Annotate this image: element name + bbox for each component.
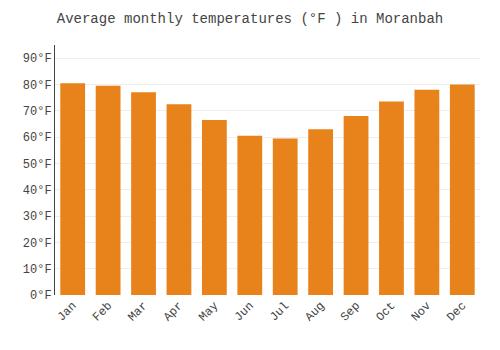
- svg-text:Dec: Dec: [444, 299, 469, 324]
- svg-text:Mar: Mar: [125, 299, 150, 324]
- svg-text:90°F: 90°F: [23, 52, 52, 66]
- svg-text:Jan: Jan: [55, 299, 80, 324]
- svg-text:30°F: 30°F: [23, 210, 52, 224]
- svg-text:10°F: 10°F: [23, 263, 52, 277]
- svg-text:Nov: Nov: [409, 299, 434, 324]
- svg-text:40°F: 40°F: [23, 184, 52, 198]
- svg-text:Aug: Aug: [303, 299, 328, 324]
- svg-text:70°F: 70°F: [23, 105, 52, 119]
- svg-text:Jun: Jun: [232, 299, 257, 324]
- svg-text:Average monthly temperatures (: Average monthly temperatures (°F ) in Mo…: [57, 11, 443, 27]
- svg-text:Oct: Oct: [373, 299, 398, 324]
- svg-text:60°F: 60°F: [23, 131, 52, 145]
- svg-text:May: May: [196, 299, 221, 324]
- svg-text:Jul: Jul: [267, 299, 292, 324]
- svg-text:Apr: Apr: [161, 299, 186, 324]
- svg-text:20°F: 20°F: [23, 237, 52, 251]
- svg-text:Sep: Sep: [338, 299, 363, 324]
- svg-text:0°F: 0°F: [30, 289, 52, 303]
- svg-text:50°F: 50°F: [23, 158, 52, 172]
- svg-text:80°F: 80°F: [23, 79, 52, 93]
- svg-text:Feb: Feb: [90, 299, 115, 324]
